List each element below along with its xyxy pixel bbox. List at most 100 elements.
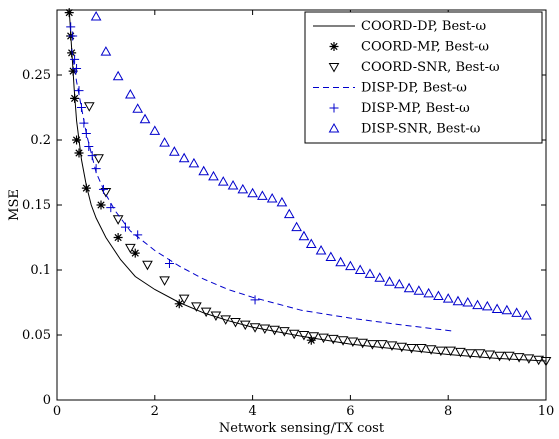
data-point — [72, 135, 82, 145]
data-point — [124, 88, 136, 99]
series-5 — [90, 10, 532, 320]
data-point — [374, 272, 386, 282]
data-point — [266, 192, 278, 203]
data-point — [169, 146, 180, 156]
data-point — [315, 244, 327, 255]
data-point — [393, 278, 405, 289]
data-point — [403, 282, 415, 293]
data-point — [96, 200, 106, 210]
data-point — [76, 103, 86, 112]
data-point — [124, 243, 136, 254]
data-point — [291, 221, 302, 232]
legend-label: DISP-MP, Best-ω — [361, 101, 470, 116]
data-point — [191, 302, 202, 312]
data-point — [87, 151, 97, 161]
data-point — [279, 327, 290, 337]
data-point — [435, 346, 447, 357]
data-point — [347, 337, 359, 348]
data-point — [100, 46, 112, 56]
data-point — [112, 215, 124, 225]
data-point — [503, 351, 515, 362]
data-point — [481, 300, 493, 311]
data-point — [208, 170, 219, 181]
series-1 — [64, 8, 316, 345]
data-point — [455, 347, 466, 358]
y-tick-label: 0.25 — [22, 68, 51, 83]
data-point — [64, 8, 74, 18]
data-point — [159, 137, 170, 147]
data-point — [327, 334, 339, 345]
data-point — [533, 355, 545, 366]
data-point — [345, 260, 356, 271]
x-tick-label: 4 — [248, 404, 256, 419]
data-point — [308, 332, 320, 342]
data-point — [474, 349, 486, 359]
x-tick-label: 2 — [151, 404, 159, 419]
data-point — [298, 331, 310, 341]
legend-label: DISP-SNR, Best-ω — [361, 122, 480, 137]
data-point — [220, 315, 232, 325]
data-point — [376, 340, 388, 350]
data-point — [445, 346, 456, 357]
data-point — [357, 338, 368, 349]
data-point — [81, 183, 91, 193]
data-point — [164, 259, 174, 268]
data-point — [501, 304, 513, 315]
data-point — [98, 184, 108, 194]
y-axis-title: MSE — [7, 189, 22, 221]
data-point — [200, 307, 212, 318]
data-point — [413, 285, 425, 295]
data-point — [139, 113, 151, 124]
data-point — [83, 102, 95, 112]
data-point — [298, 230, 310, 241]
data-point — [452, 295, 464, 306]
series-line — [71, 48, 454, 332]
axes: 0 2 4 6 8 10 0 0.05 0.1 0.15 0.2 0.25 — [22, 9, 554, 419]
data-point — [188, 157, 200, 168]
data-point — [79, 118, 89, 128]
data-point — [325, 251, 337, 261]
legend-marker — [329, 42, 339, 51]
data-point — [521, 309, 532, 320]
data-point — [132, 103, 144, 113]
data-point — [247, 187, 258, 198]
data-point — [396, 342, 408, 353]
data-point — [133, 230, 143, 240]
series-3 — [71, 48, 454, 332]
data-point — [259, 324, 271, 335]
data-point — [406, 344, 417, 354]
data-point — [112, 70, 124, 81]
data-point — [318, 333, 329, 344]
data-point — [178, 294, 190, 305]
y-tick-label: 0 — [43, 393, 51, 408]
data-point — [364, 268, 376, 278]
series-2 — [83, 102, 552, 367]
data-point — [72, 64, 82, 73]
legend-label: COORD-MP, Best-ω — [361, 40, 489, 55]
x-tick-label: 6 — [346, 404, 354, 419]
data-point — [120, 222, 130, 232]
data-point — [513, 353, 525, 363]
y-tick-label: 0.2 — [30, 133, 51, 148]
data-point — [484, 350, 496, 361]
data-point — [433, 290, 444, 300]
data-point — [198, 165, 210, 176]
data-point — [511, 307, 523, 317]
data-point — [84, 142, 94, 151]
x-tick-label: 8 — [444, 404, 452, 419]
y-tick-label: 0.1 — [30, 263, 51, 278]
data-point — [239, 320, 251, 331]
data-point — [425, 345, 437, 355]
data-point — [74, 86, 84, 96]
x-axis-title: Network sensing/TX cost — [219, 421, 385, 436]
data-point — [337, 336, 349, 346]
y-tick-label: 0.05 — [22, 328, 51, 343]
legend-label: COORD-SNR, Best-ω — [361, 60, 500, 75]
data-point — [423, 287, 434, 298]
data-point — [113, 233, 123, 242]
legend: COORD-DP, Best-ω COORD-MP, Best-ω COORD-SN… — [304, 11, 543, 144]
data-point — [81, 129, 91, 138]
data-point — [354, 264, 366, 274]
data-point — [174, 299, 184, 309]
legend-marker — [328, 63, 340, 73]
